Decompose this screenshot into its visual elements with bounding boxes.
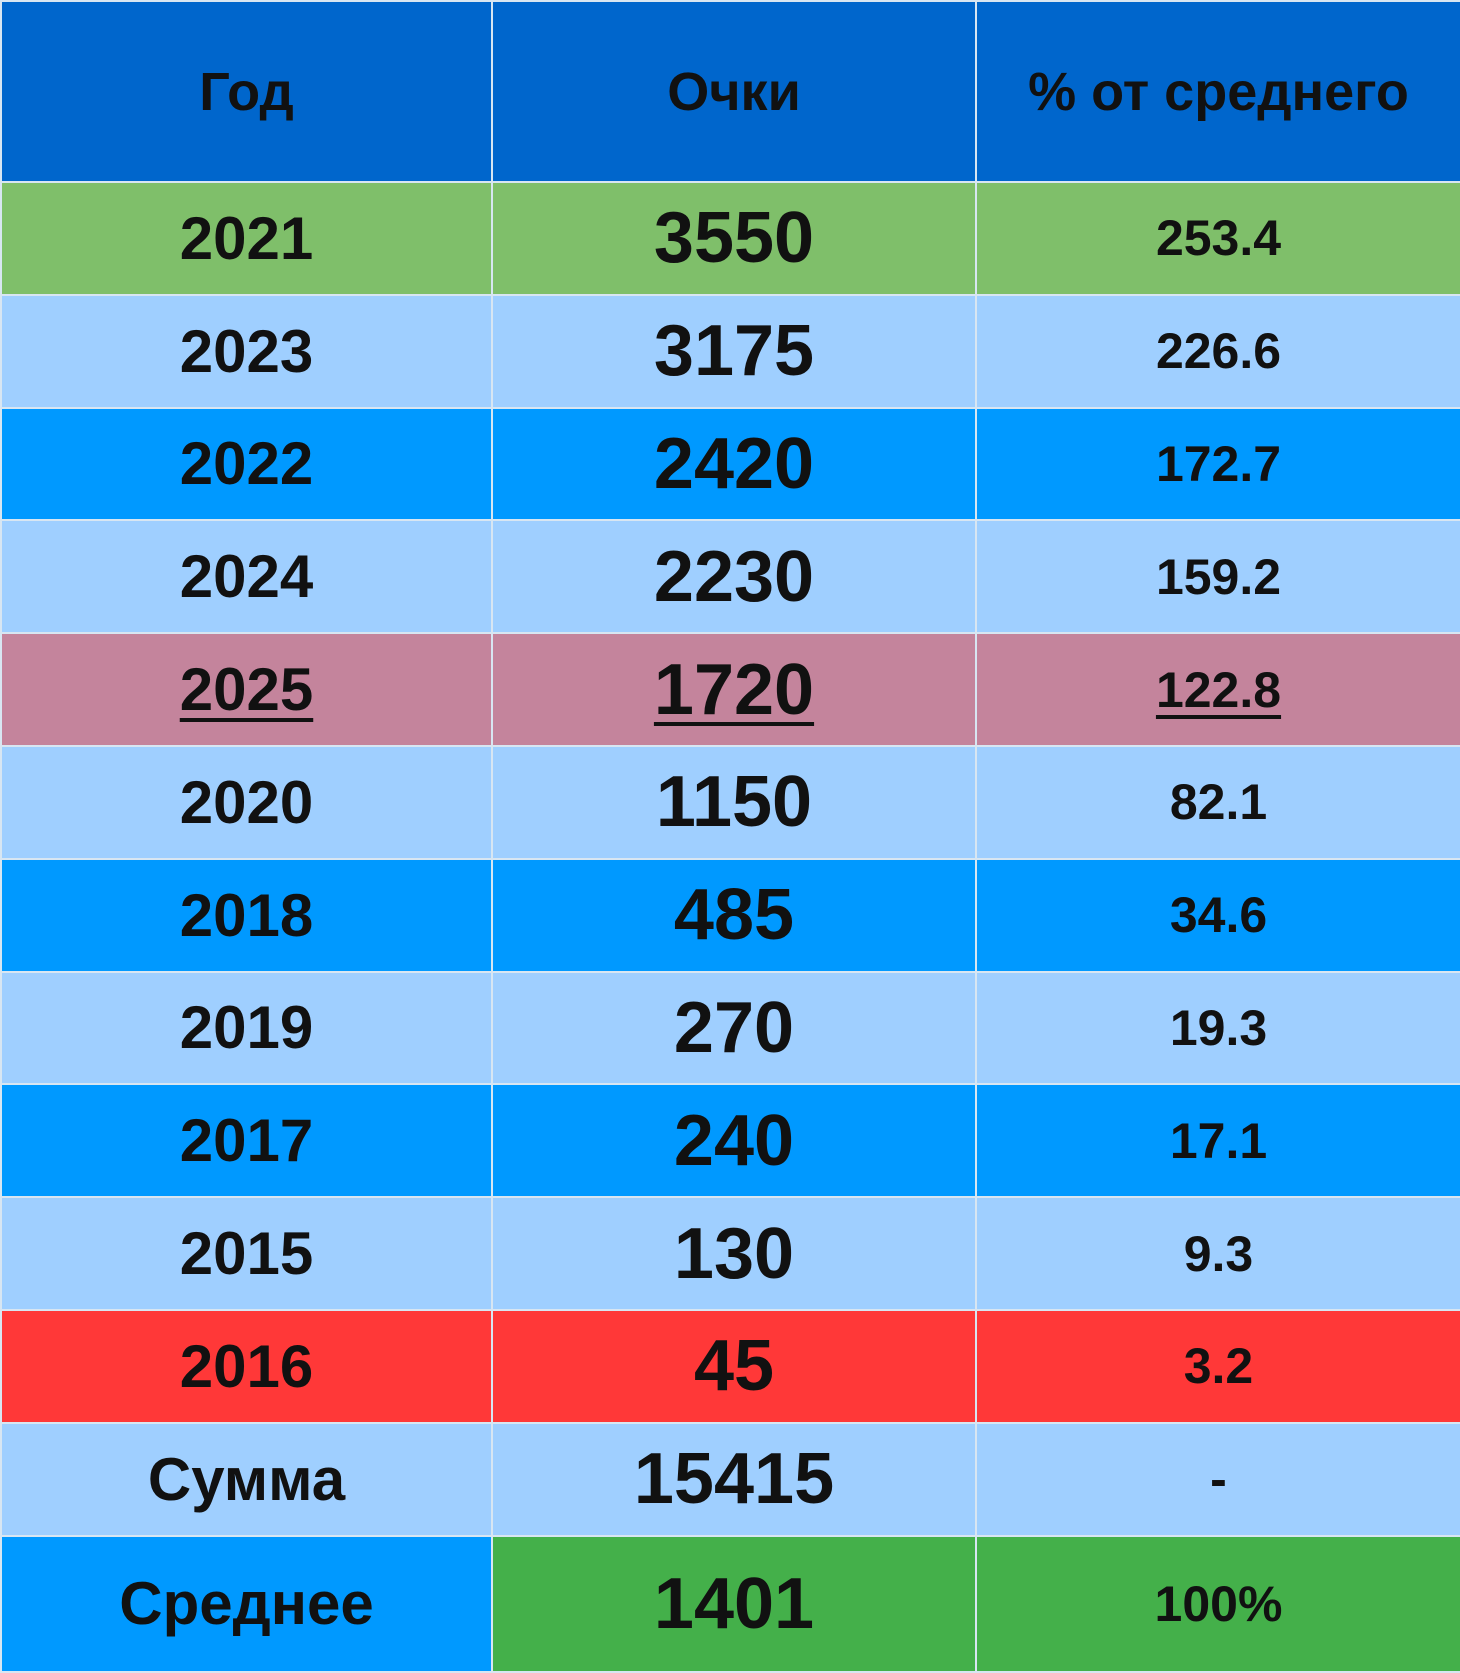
table-cell: 2020 — [0, 744, 493, 860]
header-cell: Год — [0, 0, 493, 183]
header-cell: Очки — [491, 0, 977, 183]
table-cell: 270 — [491, 970, 977, 1086]
table-cell: Сумма — [0, 1421, 493, 1537]
table-cell: 2019 — [0, 970, 493, 1086]
table-cell: 82.1 — [975, 744, 1460, 860]
table-cell: 2021 — [0, 181, 493, 296]
table-row: 2019 270 19.3 — [0, 970, 1460, 1086]
table-cell: 15415 — [491, 1421, 977, 1537]
table-cell: 1720 — [491, 632, 977, 747]
table-cell: 34.6 — [975, 857, 1460, 973]
table-cell: 2015 — [0, 1196, 493, 1311]
table-cell: 2017 — [0, 1083, 493, 1199]
table-cell: 100% — [975, 1534, 1460, 1673]
table-cell: 122.8 — [975, 632, 1460, 747]
table-cell: 2230 — [491, 519, 977, 635]
table-row: 2018 485 34.6 — [0, 857, 1460, 973]
table-row: 2022 2420 172.7 — [0, 406, 1460, 522]
table-cell: 172.7 — [975, 406, 1460, 522]
table-cell: 2023 — [0, 293, 493, 409]
table-row: 2015 130 9.3 — [0, 1196, 1460, 1311]
table-cell: Среднее — [0, 1534, 493, 1673]
table-cell: 2024 — [0, 519, 493, 635]
table-cell: 2022 — [0, 406, 493, 522]
table-cell: 2025 — [0, 632, 493, 747]
table-cell: 240 — [491, 1083, 977, 1199]
table-cell: 2016 — [0, 1308, 493, 1424]
table-cell: 2018 — [0, 857, 493, 973]
table-row: 2023 3175 226.6 — [0, 293, 1460, 409]
table-row: 2021 3550 253.4 — [0, 181, 1460, 296]
table-row: Среднее 1401 100% — [0, 1534, 1460, 1673]
table-cell: 3175 — [491, 293, 977, 409]
table-cell: 19.3 — [975, 970, 1460, 1086]
table-cell: 17.1 — [975, 1083, 1460, 1199]
table-cell: 130 — [491, 1196, 977, 1311]
table-row: 2016 45 3.2 — [0, 1308, 1460, 1424]
table-row: Сумма 15415- — [0, 1421, 1460, 1537]
table-cell: 1150 — [491, 744, 977, 860]
table-row: 2017 240 17.1 — [0, 1083, 1460, 1199]
table-cell: 253.4 — [975, 181, 1460, 296]
table-cell: 9.3 — [975, 1196, 1460, 1311]
table-cell: 2420 — [491, 406, 977, 522]
table-cell: - — [975, 1421, 1460, 1537]
table-cell: 3550 — [491, 181, 977, 296]
header-cell: % от среднего — [975, 0, 1460, 183]
table-cell: 159.2 — [975, 519, 1460, 635]
table-row: 2025 1720 122.8 — [0, 632, 1460, 747]
table-cell: 45 — [491, 1308, 977, 1424]
table-row: 2020 1150 82.1 — [0, 744, 1460, 860]
table-cell: 485 — [491, 857, 977, 973]
table-cell: 3.2 — [975, 1308, 1460, 1424]
table-row: 2024 2230 159.2 — [0, 519, 1460, 635]
header-row: Год Очки % от среднего — [0, 0, 1460, 183]
table-cell: 226.6 — [975, 293, 1460, 409]
table-cell: 1401 — [491, 1534, 977, 1673]
